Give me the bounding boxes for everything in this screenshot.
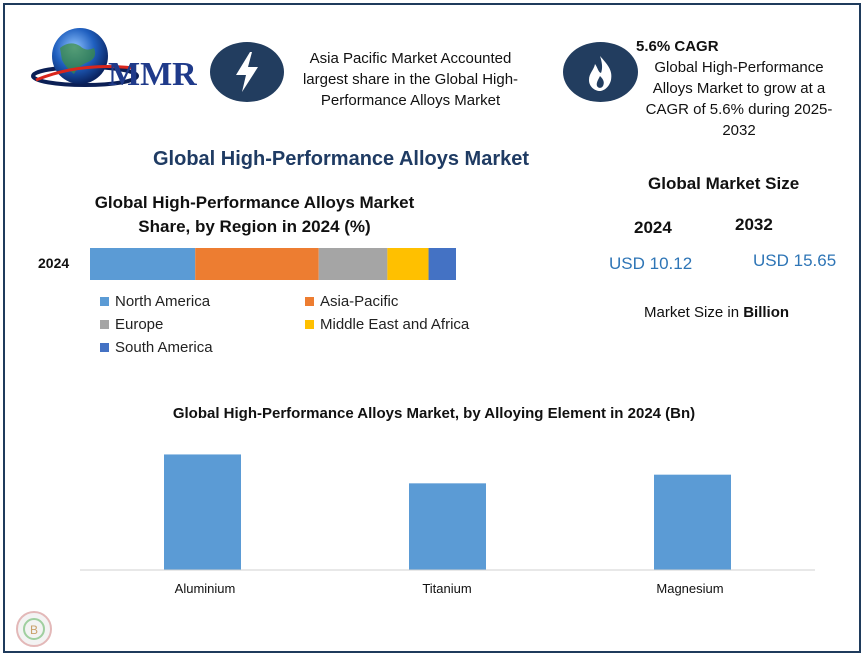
- lightning-icon: [210, 42, 284, 102]
- logo-text: MMR: [108, 56, 197, 93]
- bar-titanium: [409, 483, 486, 570]
- legend-south-america: South America: [100, 339, 213, 356]
- market-value-2032: USD 15.65: [753, 251, 837, 270]
- info-asia-pacific-text: Asia Pacific Market Accounted largest sh…: [302, 50, 519, 109]
- cagr-text: Global High-Performance Alloys Market to…: [645, 59, 833, 139]
- market-value-2024: USD 10.12: [609, 254, 693, 273]
- market-year-2032: 2032: [735, 215, 773, 234]
- region-chart-year-label: 2024: [38, 255, 70, 271]
- legend-swatch: [305, 320, 314, 329]
- watermark-badge-icon: B: [15, 610, 53, 648]
- category-label-aluminium: Aluminium: [174, 581, 236, 596]
- unit-note-prefix: Market Size in: [644, 304, 744, 321]
- region-chart-title: Global High-Performance Alloys Market Sh…: [94, 193, 415, 236]
- bar-aluminium: [164, 454, 241, 570]
- legend-north-america: North America: [100, 293, 210, 310]
- cagr-title: 5.6% CAGR: [636, 38, 719, 55]
- market-size-unit-note: Market Size in Billion: [644, 304, 789, 321]
- legend-swatch: [305, 297, 314, 306]
- market-size-title: Global Market Size: [648, 174, 800, 193]
- element-chart-title: Global High-Performance Alloys Market, b…: [172, 405, 696, 422]
- legend-swatch: [100, 297, 109, 306]
- legend-label: Middle East and Africa: [320, 316, 470, 333]
- category-label-titanium: Titanium: [422, 581, 472, 596]
- legend-swatch: [100, 343, 109, 352]
- stacked-segment-north-america: [90, 248, 196, 280]
- legend-asia-pacific: Asia-Pacific: [305, 293, 398, 310]
- svg-text:B: B: [30, 623, 38, 637]
- stacked-segment-europe: [318, 248, 388, 280]
- category-label-magnesium: Magnesium: [656, 581, 724, 596]
- flame-icon: [563, 42, 638, 102]
- legend-europe: Europe: [100, 316, 163, 333]
- legend-label: Asia-Pacific: [320, 293, 399, 310]
- stacked-segment-middle-east-and-africa: [387, 248, 429, 280]
- legend-label: South America: [115, 339, 213, 356]
- mmr-logo: MMR: [30, 22, 200, 93]
- stacked-segment-south-america: [428, 248, 456, 280]
- page-title: Global High-Performance Alloys Market: [153, 148, 530, 170]
- market-year-2024: 2024: [634, 218, 672, 237]
- infographic-frame: [3, 3, 861, 653]
- unit-note-bold: Billion: [743, 304, 790, 321]
- region-stacked-bar: [90, 248, 456, 280]
- bar-magnesium: [654, 474, 731, 570]
- legend-label: Europe: [115, 316, 164, 333]
- stacked-segment-asia-pacific: [195, 248, 319, 280]
- element-bar-chart: [80, 454, 815, 571]
- legend-middle-east-africa: Middle East and Africa: [305, 316, 469, 333]
- legend-label: North America: [115, 293, 211, 310]
- globe-icon: [31, 28, 139, 87]
- legend-swatch: [100, 320, 109, 329]
